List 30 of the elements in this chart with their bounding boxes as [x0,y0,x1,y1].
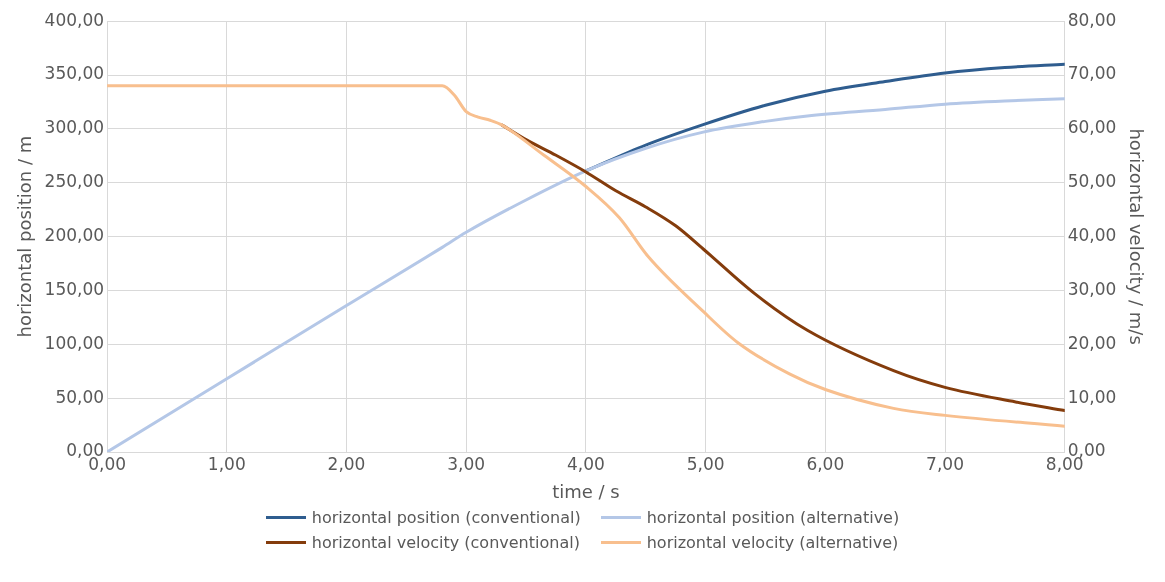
y2-tick-label: 30,00 [1067,278,1117,299]
y-tick-label: 200,00 [44,225,105,246]
legend-label: horizontal velocity (alternative) [646,533,899,552]
y-tick-label: 100,00 [44,332,105,353]
y2-tick-label: 10,00 [1067,386,1117,407]
y2-tick-label: 50,00 [1067,171,1117,192]
x-tick-label: 6,00 [806,453,845,474]
x-tick-label: 7,00 [926,453,964,474]
y-tick-label: 300,00 [44,117,105,138]
x-tick-label: 5,00 [686,453,725,474]
y2-axis-title: horizontal velocity / m/s [1125,128,1147,345]
y2-tick-label: 20,00 [1067,332,1117,353]
x-tick-label: 3,00 [447,453,486,474]
y2-tick-label: 60,00 [1067,117,1117,138]
y-tick-label: 150,00 [44,278,105,299]
y2-tick-label: 40,00 [1067,225,1117,246]
legend-label: horizontal position (alternative) [646,508,900,527]
x-tick-label: 4,00 [566,453,605,474]
y-tick-label: 400,00 [44,9,105,30]
y-axis-title: horizontal position / m [14,135,36,338]
legend-label: horizontal velocity (conventional) [311,533,580,552]
x-tick-label: 2,00 [327,453,366,474]
y2-tick-label: 80,00 [1067,9,1117,30]
y2-tick-label: 70,00 [1067,63,1117,84]
legend-label: horizontal position (conventional) [311,508,581,527]
x-axis-title: time / s [552,480,620,502]
y-tick-label: 350,00 [44,63,105,84]
y-tick-label: 50,00 [55,386,105,407]
x-tick-label: 1,00 [207,453,246,474]
y-tick-label: 250,00 [44,171,105,192]
